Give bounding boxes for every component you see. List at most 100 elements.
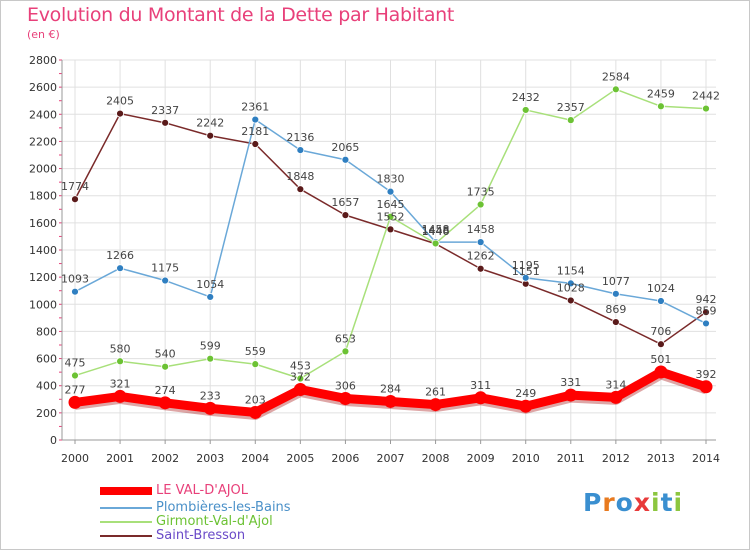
data-label: 2136 (286, 131, 314, 144)
series-point (474, 391, 488, 405)
data-label: 1024 (647, 282, 675, 295)
data-label: 1054 (196, 278, 224, 291)
proxiti-logo: Proxiti (583, 488, 684, 517)
y-tick-label: 1400 (29, 244, 57, 257)
data-label: 1830 (377, 173, 405, 186)
legend-item-saint-bresson: Saint-Bresson (100, 528, 420, 543)
data-label: 2242 (196, 117, 224, 130)
data-label: 706 (650, 325, 671, 338)
data-label: 203 (245, 393, 266, 406)
legend-swatch (100, 487, 152, 495)
series-point (203, 401, 217, 415)
data-label: 1262 (467, 250, 495, 263)
series-point (206, 131, 215, 140)
data-label: 331 (560, 376, 581, 389)
y-tick-label: 400 (36, 380, 57, 393)
series-point (248, 405, 262, 419)
series-point (657, 340, 665, 349)
data-label: 372 (290, 371, 311, 384)
data-label: 306 (335, 379, 356, 392)
data-label: 869 (605, 303, 626, 316)
series-point (341, 155, 350, 164)
data-label: 1458 (422, 223, 450, 236)
series-point (296, 374, 305, 383)
series-point (566, 279, 575, 288)
data-label: 501 (650, 353, 671, 366)
series-point (158, 396, 172, 410)
series-point (71, 195, 79, 204)
series-point (476, 264, 485, 273)
x-tick-label: 2013 (647, 452, 675, 465)
series-point (657, 102, 665, 111)
data-label: 1154 (557, 264, 585, 277)
y-tick-label: 200 (36, 407, 57, 420)
series-point (71, 287, 79, 296)
data-label: 540 (155, 348, 176, 361)
series-point (116, 357, 124, 366)
data-label: 653 (335, 332, 356, 345)
series-point (702, 308, 710, 317)
x-tick-label: 2009 (467, 452, 495, 465)
series-point (296, 146, 305, 155)
data-label: 311 (470, 379, 491, 392)
data-label: 2361 (241, 101, 269, 114)
data-label: 2357 (557, 101, 585, 114)
series-point (702, 104, 710, 113)
x-tick-label: 2002 (151, 452, 179, 465)
series-point (609, 390, 623, 404)
x-tick-label: 2006 (331, 452, 359, 465)
series-point (611, 289, 620, 298)
legend-swatch (100, 507, 152, 509)
data-label: 1266 (106, 249, 134, 262)
series-point (251, 115, 260, 124)
legend-label: LE VAL-D'AJOL (156, 483, 249, 498)
data-label: 314 (605, 378, 626, 391)
data-label: 453 (290, 360, 311, 373)
data-label: 2459 (647, 87, 675, 100)
legend-label: Saint-Bresson (156, 528, 246, 543)
data-label: 1093 (61, 273, 89, 286)
data-label: 580 (110, 342, 131, 355)
data-label: 1446 (422, 225, 450, 238)
data-label: 277 (65, 383, 86, 396)
legend-label: Plombières-les-Bains (156, 500, 291, 515)
data-label: 2181 (241, 125, 269, 138)
y-tick-label: 1800 (29, 190, 57, 203)
series-point (431, 239, 440, 248)
series-point (161, 118, 170, 127)
y-tick-label: 0 (50, 434, 57, 447)
series-point (251, 140, 260, 148)
series-point (206, 293, 215, 301)
data-label: 1458 (467, 223, 495, 236)
series-point (341, 211, 350, 220)
data-label: 1848 (286, 170, 314, 183)
x-tick-label: 2001 (106, 452, 134, 465)
series-point (699, 380, 713, 394)
chart-unit: (en €) (27, 28, 60, 41)
data-label: 1448 (422, 224, 450, 237)
data-label: 2337 (151, 104, 179, 117)
data-label: 942 (696, 293, 717, 306)
series-point (68, 395, 82, 409)
x-tick-label: 2011 (557, 452, 585, 465)
legend-item-plombieres-les-bains: Plombières-les-Bains (100, 500, 420, 515)
x-tick-label: 2005 (286, 452, 314, 465)
x-tick-label: 2007 (377, 452, 405, 465)
series-point (113, 389, 127, 403)
chart-title: Evolution du Montant de la Dette par Hab… (27, 4, 455, 26)
y-tick-label: 2600 (29, 81, 57, 94)
series-point (341, 347, 350, 356)
series-point (71, 371, 79, 380)
data-label: 1028 (557, 281, 585, 294)
data-label: 2432 (512, 91, 540, 104)
series-point (386, 212, 395, 221)
series-point (654, 365, 668, 379)
y-tick-label: 800 (36, 325, 57, 338)
series-point (476, 238, 485, 247)
series-point (564, 388, 578, 402)
x-tick-label: 2012 (602, 452, 630, 465)
data-label: 2065 (331, 141, 359, 154)
series-point (519, 399, 533, 413)
data-label: 1657 (331, 196, 359, 209)
series-point (116, 264, 124, 273)
